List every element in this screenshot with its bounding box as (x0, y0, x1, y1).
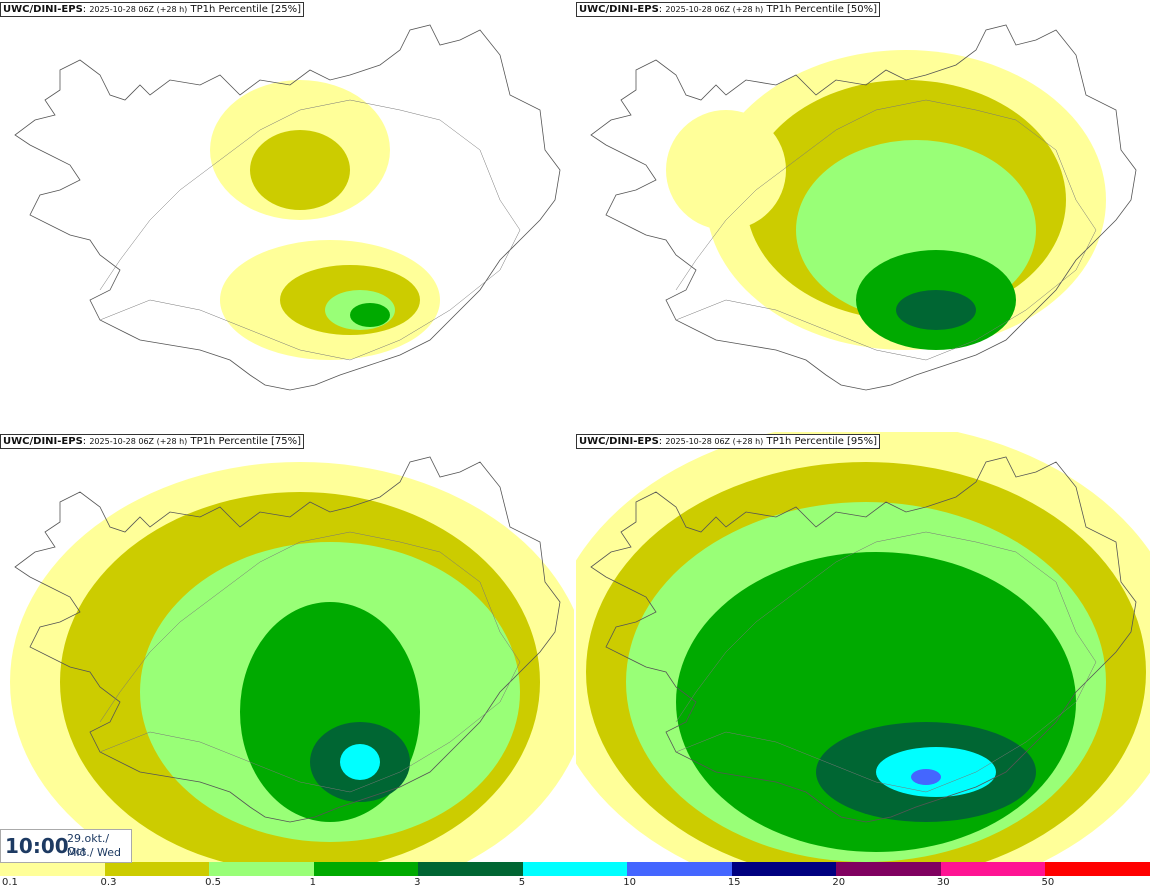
legend-label: 5 (518, 877, 526, 888)
precip-map (10, 456, 574, 863)
precip-area (250, 130, 350, 210)
roads (675, 531, 1097, 793)
precip-area (340, 744, 380, 780)
precip-map (576, 432, 1150, 863)
legend-label: 0.5 (205, 877, 221, 888)
legend-label: 0.3 (100, 877, 117, 888)
roads (99, 99, 521, 361)
precip-fill (210, 80, 440, 360)
precip-fill (576, 432, 1150, 863)
legend-swatch (418, 862, 523, 876)
precip-area (666, 110, 786, 230)
legend-swatch (627, 862, 732, 876)
legend-label: 20 (832, 877, 846, 888)
legend-label: 30 (936, 877, 950, 888)
legend-swatch (731, 862, 837, 876)
precip-map (14, 24, 561, 391)
map-panel-p75: UWC/DINI-EPS: 2025-10-28 06Z (+28 h) TP1… (0, 432, 574, 863)
legend-label: 10 (623, 877, 636, 888)
map-panel-p95: UWC/DINI-EPS: 2025-10-28 06Z (+28 h) TP1… (576, 432, 1150, 863)
roads (675, 99, 1097, 361)
legend-colorbar (0, 862, 1150, 876)
legend-label: 3 (414, 877, 421, 888)
precip-map (590, 24, 1137, 391)
legend-swatch (940, 862, 1046, 876)
legend-swatch (0, 862, 105, 876)
panel-title: UWC/DINI-EPS: 2025-10-28 06Z (+28 h) TP1… (576, 2, 881, 17)
legend-swatch (313, 862, 419, 876)
iceland-coastline (590, 456, 1137, 823)
legend-swatch (1045, 862, 1150, 876)
legend-swatch (836, 862, 941, 876)
legend-label: 50 (1041, 877, 1055, 888)
precip-area (896, 290, 976, 330)
legend-swatch (104, 862, 210, 876)
valid-date: 29.okt./ Oct (67, 832, 110, 858)
precip-fill (666, 50, 1106, 350)
panel-title: UWC/DINI-EPS: 2025-10-28 06Z (+28 h) TP1… (0, 434, 305, 449)
valid-weekday: Mið./ Wed (67, 846, 121, 859)
map-panel-p25: UWC/DINI-EPS: 2025-10-28 06Z (+28 h) TP1… (0, 0, 574, 431)
precip-area (911, 769, 941, 785)
precip-area (350, 303, 390, 327)
legend-swatch (522, 862, 628, 876)
iceland-coastline (14, 456, 561, 823)
valid-time: 10:00 (5, 834, 69, 858)
panel-title: UWC/DINI-EPS: 2025-10-28 06Z (+28 h) TP1… (576, 434, 881, 449)
precip-fill (10, 462, 574, 863)
map-panel-p50: UWC/DINI-EPS: 2025-10-28 06Z (+28 h) TP1… (576, 0, 1150, 431)
legend-swatch (209, 862, 314, 876)
panel-title: UWC/DINI-EPS: 2025-10-28 06Z (+28 h) TP1… (0, 2, 305, 17)
precip-legend: 0.1 0.3 0.5 1 3 5 10 15 20 30 50 (0, 862, 1150, 891)
legend-label: 15 (727, 877, 741, 888)
iceland-coastline (590, 24, 1137, 391)
iceland-coastline (14, 24, 561, 391)
legend-label: 1 (309, 877, 316, 888)
valid-time-box: 10:00 29.okt./ Oct Mið./ Wed (0, 829, 132, 863)
legend-label: 0.1 (2, 877, 18, 888)
roads (99, 531, 521, 793)
